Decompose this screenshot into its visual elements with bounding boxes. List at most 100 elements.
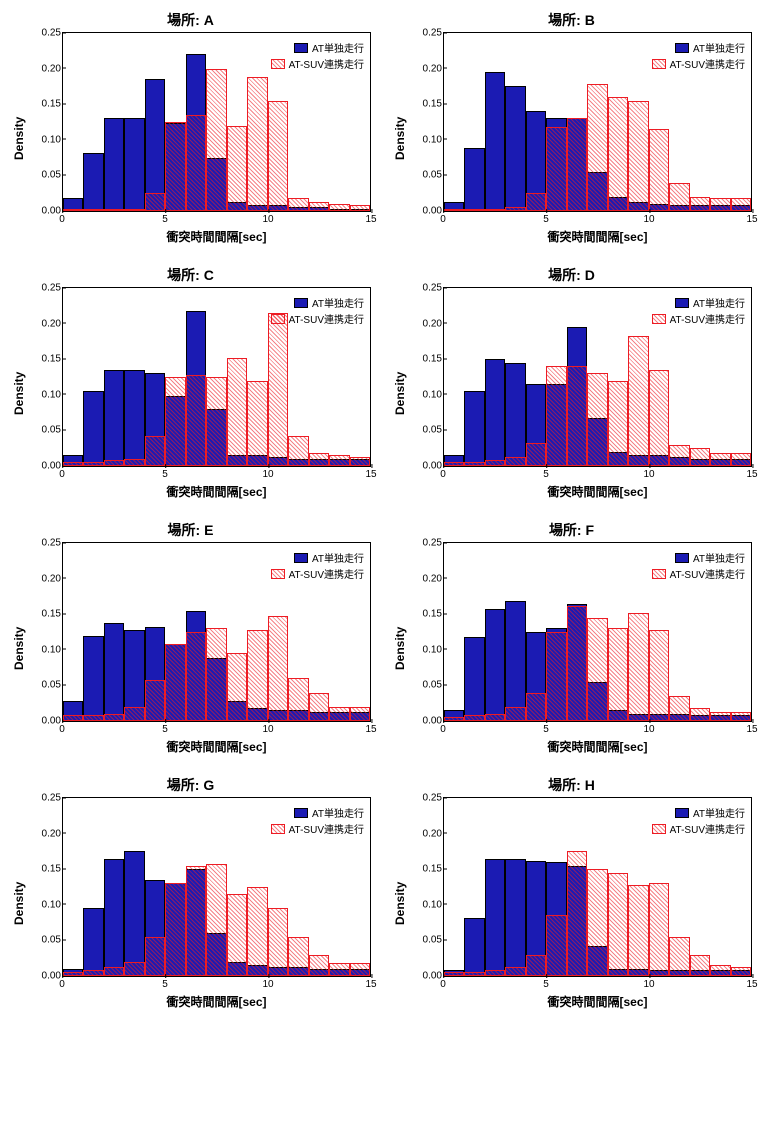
y-tick-label: 0.10 [29,899,61,910]
plot-area: 0.000.050.100.150.200.25AT単独走行AT-SUV連携走行 [443,797,752,977]
y-tick-label: 0.15 [410,609,442,620]
panel-A: 場所: ADensity0.000.050.100.150.200.25AT単独… [10,10,371,245]
bar-series2 [505,457,525,466]
x-tick-label: 15 [365,724,376,735]
bar-series2 [567,366,587,466]
bar-series2 [628,101,648,211]
x-tick-label: 5 [162,979,168,990]
y-tick-label: 0.20 [29,318,61,329]
y-tick-label: 0.20 [410,573,442,584]
bar-series2 [288,436,308,466]
bar-series2 [104,209,124,211]
bar-series2 [83,970,103,976]
bar-series2 [206,628,226,721]
bar-series2 [350,457,370,466]
x-tick-label: 0 [440,979,446,990]
bar-series2 [649,129,669,211]
bar-series1 [505,363,525,466]
legend: AT単独走行AT-SUV連携走行 [650,802,747,839]
bar-series2 [227,894,247,976]
x-tick-label: 10 [262,979,273,990]
x-tick-label: 15 [746,469,757,480]
panel-G: 場所: GDensity0.000.050.100.150.200.25AT単独… [10,775,371,1010]
panel-C: 場所: CDensity0.000.050.100.150.200.25AT単独… [10,265,371,500]
bar-series2 [526,693,546,721]
bar-series2 [690,197,710,211]
legend-swatch-series1 [675,808,689,818]
panel-D: 場所: DDensity0.000.050.100.150.200.25AT単独… [391,265,752,500]
panel-B: 場所: BDensity0.000.050.100.150.200.25AT単独… [391,10,752,245]
bar-series2 [546,127,566,211]
bar-series2 [83,209,103,211]
bar-series2 [710,965,730,976]
y-tick-label: 0.00 [29,461,61,472]
x-tick-label: 10 [262,214,273,225]
bar-series1 [124,370,144,466]
x-tick-label: 0 [440,724,446,735]
x-tick-label: 10 [643,214,654,225]
y-tick-label: 0.00 [29,971,61,982]
bar-series2 [669,183,689,211]
y-tick-label: 0.20 [29,573,61,584]
bar-series2 [526,443,546,466]
y-axis-label: Density [10,287,28,500]
y-tick-label: 0.25 [29,28,61,39]
x-axis-label: 衝突時間間隔[sec] [443,738,752,755]
y-tick-label: 0.10 [29,389,61,400]
y-axis-label: Density [391,542,409,755]
legend-label-series1: AT単独走行 [312,550,364,565]
bar-series2 [247,77,267,211]
x-tick-label: 0 [440,214,446,225]
y-tick-label: 0.20 [29,63,61,74]
bar-series2 [444,209,464,211]
bar-series2 [247,630,267,721]
x-tick-label: 10 [262,469,273,480]
bar-series2 [567,851,587,976]
y-axis-label: Density [10,797,28,1010]
bar-series1 [124,851,144,976]
bar-series2 [329,455,349,466]
bar-series2 [83,715,103,721]
chart-grid: 場所: ADensity0.000.050.100.150.200.25AT単独… [10,10,752,1010]
bar-series2 [485,714,505,721]
y-tick-label: 0.05 [29,170,61,181]
panel-E: 場所: EDensity0.000.050.100.150.200.25AT単独… [10,520,371,755]
plot-area: 0.000.050.100.150.200.25AT単独走行AT-SUV連携走行 [443,32,752,212]
bar-series2 [309,202,329,211]
bar-series2 [350,707,370,721]
bar-series2 [145,680,165,721]
bar-series2 [526,955,546,976]
bar-series2 [649,370,669,466]
bar-series2 [288,678,308,721]
y-tick-label: 0.25 [410,28,442,39]
y-tick-label: 0.00 [29,206,61,217]
bar-series2 [526,193,546,211]
bar-series2 [669,445,689,466]
bar-series2 [444,972,464,976]
bar-series1 [505,601,525,721]
bar-series2 [309,453,329,466]
x-tick-label: 5 [543,214,549,225]
legend-swatch-series1 [294,298,308,308]
bar-series2 [329,204,349,211]
bar-series2 [690,708,710,721]
y-tick-label: 0.25 [410,538,442,549]
legend-swatch-series1 [675,43,689,53]
bar-series1 [485,359,505,466]
bar-series2 [444,462,464,466]
bar-series2 [628,885,648,976]
bar-series2 [165,122,185,211]
legend-swatch-series1 [294,553,308,563]
legend-swatch-series2 [271,824,285,834]
y-tick-label: 0.20 [410,63,442,74]
bar-series2 [247,887,267,976]
panel-F: 場所: FDensity0.000.050.100.150.200.25AT単独… [391,520,752,755]
legend-swatch-series1 [294,43,308,53]
legend-swatch-series2 [271,569,285,579]
legend: AT単独走行AT-SUV連携走行 [269,802,366,839]
y-tick-label: 0.05 [410,935,442,946]
panel-title: 場所: A [10,10,371,30]
y-tick-label: 0.10 [410,134,442,145]
legend-label-series1: AT単独走行 [312,40,364,55]
x-axis-label: 衝突時間間隔[sec] [443,228,752,245]
